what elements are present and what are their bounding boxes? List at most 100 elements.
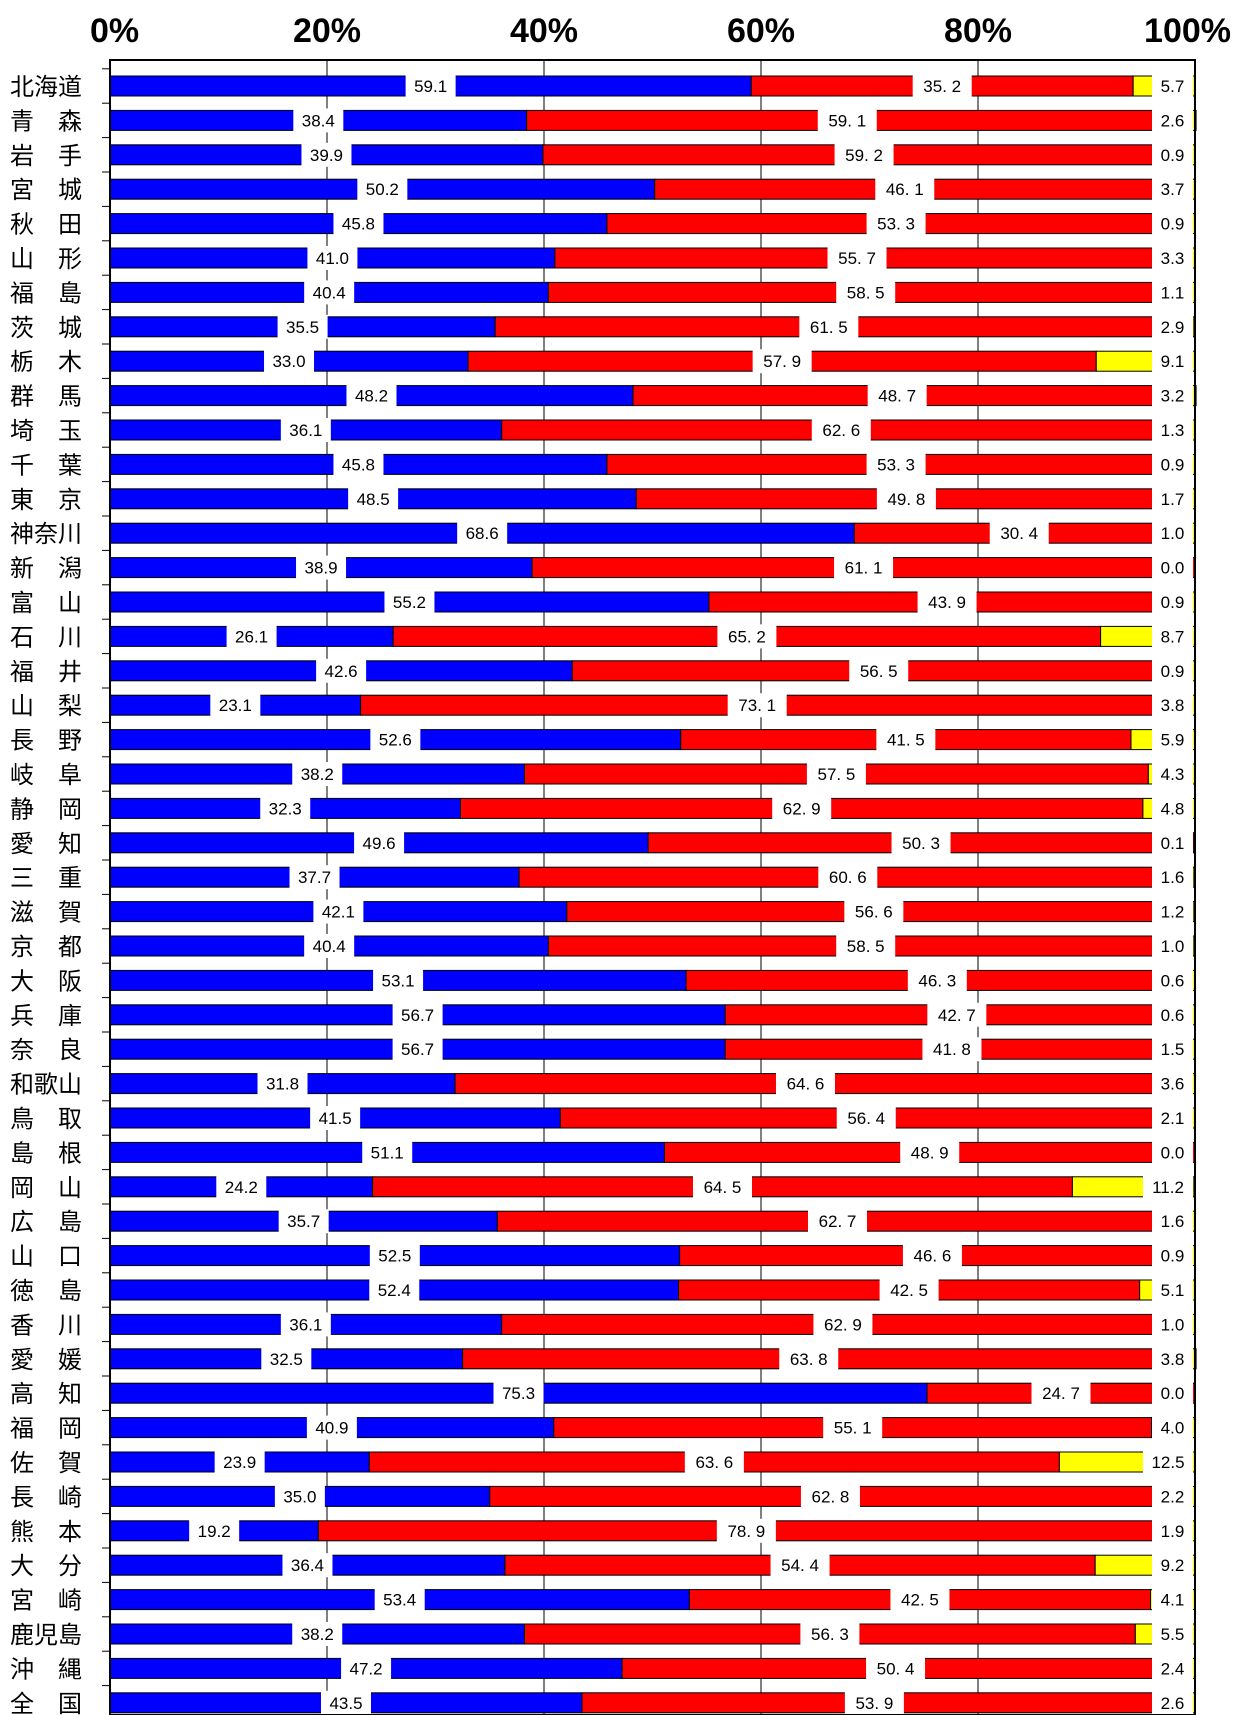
data-label-bg [1152, 1622, 1193, 1646]
data-label: 62. 9 [783, 799, 821, 818]
data-label: 0.9 [1161, 662, 1185, 681]
data-label-bg [280, 418, 331, 442]
data-label-bg [800, 1622, 860, 1646]
data-label-bg [1152, 211, 1193, 236]
data-label: 11.2 [1152, 1178, 1184, 1197]
category-label: 三 重 [10, 864, 82, 892]
data-label: 2.9 [1161, 318, 1185, 337]
bars [109, 75, 1197, 1714]
data-label: 56.7 [401, 1040, 434, 1059]
data-label: 48. 7 [878, 387, 916, 406]
data-label-bg [834, 142, 894, 167]
data-label-bg [879, 1278, 939, 1302]
category-label: 奈 良 [10, 1036, 82, 1064]
category-label: 鹿児島 [10, 1621, 82, 1649]
category-label: 福 島 [10, 279, 82, 307]
data-label: 60. 6 [829, 868, 867, 887]
data-label: 35.0 [283, 1487, 316, 1506]
data-label: 4.8 [1161, 799, 1185, 818]
category-label: 兵 庫 [10, 1002, 82, 1030]
data-label-bg [779, 1346, 839, 1371]
data-label: 75.3 [502, 1384, 535, 1403]
data-label: 55. 7 [838, 249, 876, 268]
data-label-bg [823, 1415, 883, 1440]
category-label: 宮 崎 [10, 1587, 82, 1615]
data-label: 78. 9 [727, 1522, 765, 1541]
data-label-bg [818, 865, 878, 890]
data-label-bg [1152, 624, 1193, 649]
category-label: 埼 玉 [10, 417, 82, 445]
data-label: 51.1 [371, 1143, 404, 1162]
data-label-bg [392, 1002, 443, 1027]
data-label: 35.7 [287, 1212, 320, 1231]
data-label-bg [1152, 1518, 1193, 1543]
data-label-bg [274, 1484, 325, 1509]
data-label: 58. 5 [847, 283, 885, 302]
data-label-bg [1152, 1415, 1193, 1440]
data-label: 40.9 [315, 1419, 348, 1438]
data-label-bg [1031, 1381, 1091, 1406]
data-label: 0.0 [1161, 1143, 1185, 1162]
data-label-bg [866, 211, 926, 236]
data-label: 0.6 [1161, 1006, 1185, 1025]
data-label: 9.2 [1161, 1556, 1185, 1575]
data-label-bg [348, 486, 399, 511]
data-label-bg [261, 1346, 312, 1371]
category-label: 大 分 [10, 1552, 82, 1580]
data-label: 3.7 [1161, 180, 1185, 199]
data-label: 12.5 [1151, 1453, 1184, 1472]
data-label-bg [1152, 1484, 1193, 1509]
data-label: 3.8 [1161, 696, 1185, 715]
data-label: 2.1 [1161, 1109, 1185, 1128]
data-label-bg [189, 1518, 240, 1543]
data-label-bg [907, 968, 967, 993]
category-label: 宮 城 [10, 176, 82, 204]
data-label-bg [1152, 418, 1193, 442]
data-label: 48.5 [357, 490, 390, 509]
data-label-bg [278, 1209, 329, 1234]
data-label: 2.6 [1161, 1694, 1185, 1713]
data-label-bg [1152, 314, 1193, 339]
data-label: 1.6 [1161, 868, 1185, 887]
x-tick-label: 100% [1144, 12, 1231, 50]
data-label: 2.2 [1161, 1487, 1185, 1506]
data-label-bg [800, 1484, 860, 1509]
data-label-bg [214, 1450, 265, 1474]
data-label-bg [374, 1587, 425, 1612]
data-label-bg [1152, 762, 1193, 786]
data-label: 53. 9 [855, 1694, 893, 1713]
data-label: 45.8 [342, 215, 375, 234]
data-label-bg [1143, 1450, 1193, 1474]
category-label: 島 根 [10, 1139, 82, 1167]
data-label: 42.6 [325, 662, 358, 681]
data-label: 39.9 [310, 146, 343, 165]
category-label: 滋 賀 [10, 899, 82, 927]
data-label: 1.9 [1161, 1522, 1185, 1541]
data-label-bg [1152, 968, 1193, 993]
data-label: 1.0 [1161, 1315, 1185, 1334]
data-label-bg [684, 1450, 744, 1474]
data-label: 53.4 [383, 1591, 416, 1610]
data-label: 52.5 [378, 1247, 411, 1266]
data-label-bg [866, 452, 926, 477]
data-label-bg [257, 1071, 308, 1096]
category-label: 高 知 [10, 1380, 82, 1408]
data-label: 4.3 [1161, 765, 1185, 784]
data-label-bg [333, 211, 384, 236]
data-label: 59. 1 [828, 111, 866, 130]
category-label: 長 野 [10, 727, 82, 755]
data-label-bg [292, 1622, 343, 1646]
data-label: 57. 5 [818, 765, 856, 784]
data-label: 23.1 [219, 696, 252, 715]
data-label-bg [226, 624, 277, 649]
data-label: 1.2 [1161, 903, 1185, 922]
data-label-bg [717, 624, 777, 649]
data-label-bg [770, 1553, 830, 1578]
data-label: 42.1 [322, 903, 355, 922]
data-label-bg [692, 1174, 752, 1199]
data-label: 56. 4 [847, 1109, 885, 1128]
data-label: 36.1 [289, 421, 322, 440]
data-label-bg [1152, 1690, 1193, 1715]
data-label-bg [922, 1037, 982, 1062]
data-label: 37.7 [298, 868, 331, 887]
